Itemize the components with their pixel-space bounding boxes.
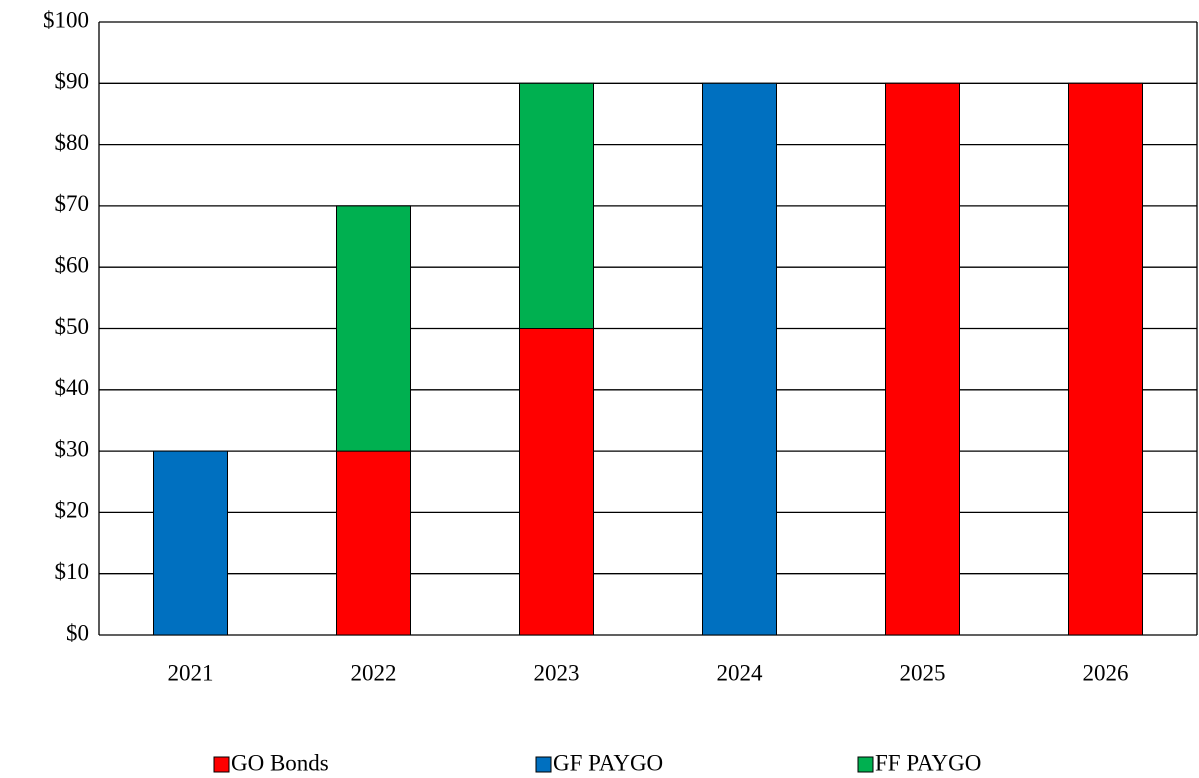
y-tick-label: $100 (43, 7, 89, 32)
y-tick-label: $20 (55, 498, 90, 523)
y-tick-label: $10 (55, 559, 90, 584)
y-tick-label: $60 (55, 252, 90, 277)
x-tick-label: 2024 (717, 660, 764, 685)
legend-swatch (535, 756, 552, 773)
bar-segment (336, 205, 411, 452)
bar-segment (336, 450, 411, 636)
legend-label: GO Bonds (231, 750, 329, 775)
legend-swatch (213, 756, 230, 773)
y-tick-label: $30 (55, 436, 90, 461)
bar-segment (702, 82, 777, 636)
y-tick-label: $40 (55, 375, 90, 400)
legend-swatch (857, 756, 874, 773)
bar-segment (1068, 82, 1143, 636)
bar-segment (519, 82, 594, 329)
x-tick-label: 2026 (1083, 660, 1129, 685)
legend-label: FF PAYGO (875, 750, 981, 775)
legend-label: GF PAYGO (553, 750, 663, 775)
bar-segment (519, 328, 594, 636)
y-tick-label: $90 (55, 69, 90, 94)
bar-segment (153, 450, 228, 636)
x-tick-label: 2021 (168, 660, 214, 685)
x-tick-label: 2022 (351, 660, 397, 685)
y-tick-label: $50 (55, 314, 90, 339)
y-tick-label: $80 (55, 130, 90, 155)
y-tick-label: $0 (66, 620, 89, 645)
x-tick-label: 2023 (534, 660, 580, 685)
y-tick-label: $70 (55, 191, 90, 216)
x-tick-label: 2025 (900, 660, 946, 685)
bar-segment (885, 82, 960, 636)
